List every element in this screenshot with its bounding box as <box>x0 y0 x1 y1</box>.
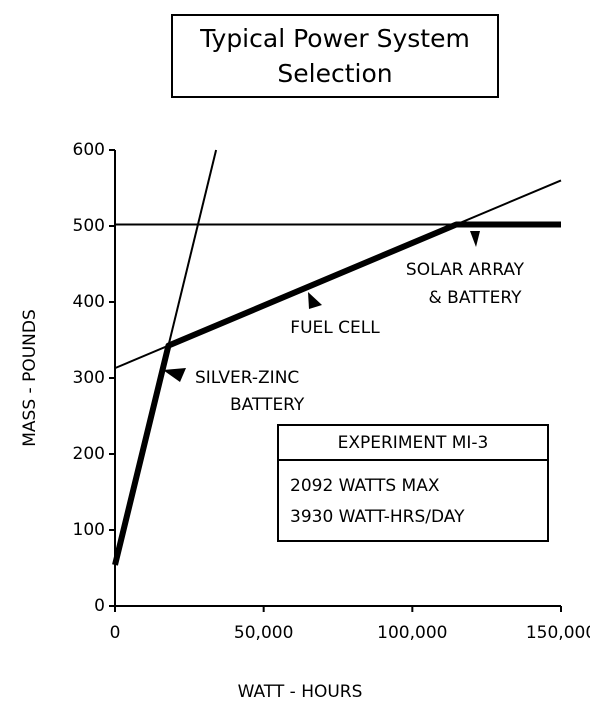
y-axis-label: MASS - POUNDS <box>20 309 40 447</box>
y-tick-label: 300 <box>73 368 105 388</box>
chart-title: Selection <box>277 59 392 88</box>
series-label: & BATTERY <box>429 288 523 308</box>
y-tick-label: 600 <box>73 140 105 160</box>
info-box <box>277 424 549 542</box>
series-label: FUEL CELL <box>290 318 380 338</box>
x-tick-label: 150,000 <box>526 623 590 643</box>
y-tick-label: 200 <box>73 444 105 464</box>
info-line: 3930 WATT-HRS/DAY <box>290 507 465 527</box>
x-tick-label: 0 <box>110 623 121 643</box>
series-label: SOLAR ARRAY <box>406 260 525 280</box>
y-tick-label: 100 <box>73 520 105 540</box>
x-axis-label: WATT - HOURS <box>238 682 363 702</box>
series-label: BATTERY <box>230 395 305 415</box>
y-tick-label: 400 <box>73 292 105 312</box>
pointer <box>308 292 322 309</box>
info-title: EXPERIMENT MI-3 <box>338 433 489 453</box>
x-tick-label: 50,000 <box>234 623 293 643</box>
y-tick-label: 500 <box>73 216 105 236</box>
envelope-line <box>112 221 561 566</box>
pointer <box>470 231 480 247</box>
chart-title: Typical Power System <box>199 24 470 53</box>
y-tick-label: 0 <box>94 596 105 616</box>
pointer <box>163 368 186 382</box>
x-tick-label: 100,000 <box>377 623 447 643</box>
series-label: SILVER-ZINC <box>195 368 299 388</box>
info-line: 2092 WATTS MAX <box>290 476 440 496</box>
title-box <box>171 14 499 98</box>
